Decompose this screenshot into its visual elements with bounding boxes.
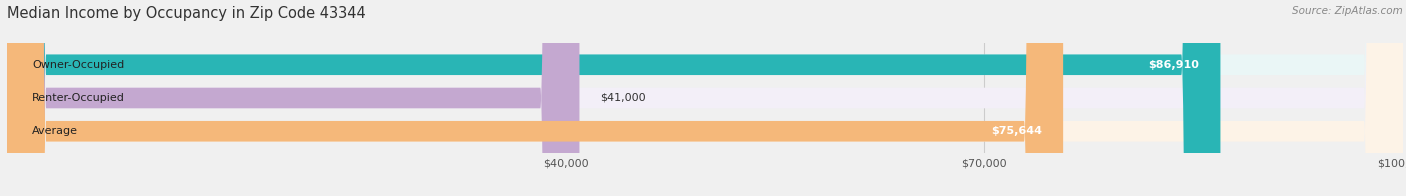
Text: Median Income by Occupancy in Zip Code 43344: Median Income by Occupancy in Zip Code 4… (7, 6, 366, 21)
FancyBboxPatch shape (7, 0, 1063, 196)
Text: Source: ZipAtlas.com: Source: ZipAtlas.com (1292, 6, 1403, 16)
Text: $75,644: $75,644 (991, 126, 1042, 136)
Text: Average: Average (32, 126, 79, 136)
FancyBboxPatch shape (7, 0, 1403, 196)
FancyBboxPatch shape (7, 0, 1403, 196)
Text: $86,910: $86,910 (1149, 60, 1199, 70)
Text: $41,000: $41,000 (600, 93, 645, 103)
FancyBboxPatch shape (7, 0, 579, 196)
Text: Owner-Occupied: Owner-Occupied (32, 60, 124, 70)
FancyBboxPatch shape (7, 0, 1220, 196)
Text: Renter-Occupied: Renter-Occupied (32, 93, 125, 103)
FancyBboxPatch shape (7, 0, 1403, 196)
